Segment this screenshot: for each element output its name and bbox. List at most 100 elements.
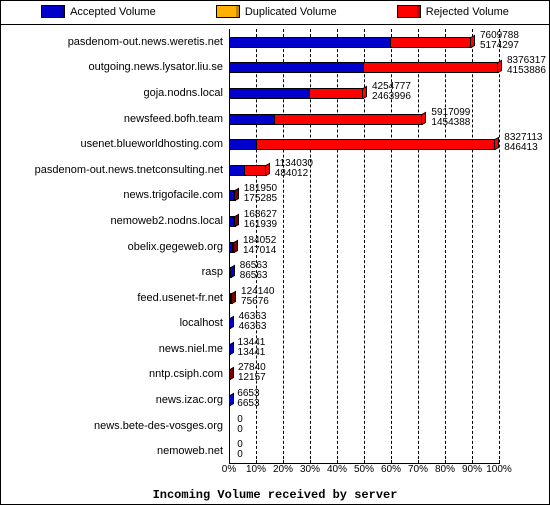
bar-cap — [498, 60, 502, 73]
value-bottom: 6653 — [237, 399, 259, 409]
bar-segment — [230, 89, 310, 98]
bar-segment — [230, 166, 245, 175]
xtick-label: 90% — [462, 464, 482, 475]
gridline — [418, 29, 419, 464]
server-label: pasdenom-out.news.weretis.net — [0, 36, 223, 48]
bar-cap — [266, 162, 270, 175]
x-axis-ticks: 0%10%20%30%40%50%60%70%80%90%100% — [229, 464, 499, 478]
bar-cap — [230, 316, 234, 329]
xtick-label: 0% — [222, 464, 236, 475]
xtick-label: 60% — [381, 464, 401, 475]
value-bottom: 0 — [237, 425, 243, 435]
gridline — [499, 29, 500, 464]
xtick-label: 40% — [327, 464, 347, 475]
server-label: feed.usenet-fr.net — [0, 292, 223, 304]
server-label: news.bete-des-vosges.org — [0, 420, 223, 432]
chart-title: Incoming Volume received by server — [1, 488, 549, 502]
server-label: nntp.csiph.com — [0, 368, 223, 380]
server-label: news.trigofacile.com — [0, 189, 223, 201]
bar-segment — [230, 140, 257, 149]
bar-cap — [235, 188, 239, 201]
server-label: nemoweb.net — [0, 445, 223, 457]
bar-cap — [231, 265, 235, 278]
value-bottom: 175285 — [244, 194, 277, 204]
xtick-label: 30% — [300, 464, 320, 475]
bar — [229, 37, 472, 48]
bar-segment — [245, 166, 265, 175]
server-label: pasdenom-out.news.tnetconsulting.net — [0, 164, 223, 176]
bar — [229, 190, 236, 201]
bar — [229, 421, 230, 432]
server-label: obelix.gegeweb.org — [0, 241, 223, 253]
plot-area: 7609788517429783763174153886425477724639… — [229, 29, 499, 464]
bar-cap — [232, 290, 236, 303]
bar-cap — [234, 239, 238, 252]
bar — [229, 216, 236, 227]
bar — [229, 139, 496, 150]
legend: Accepted Volume Duplicated Volume Rejected… — [1, 1, 549, 25]
value-bottom: 0 — [237, 450, 243, 460]
bar — [229, 267, 232, 278]
value-top: 184052 — [243, 236, 276, 246]
server-label: goja.nodns.local — [0, 87, 223, 99]
bar — [229, 293, 233, 304]
bar — [229, 114, 423, 125]
bar-cap — [422, 111, 426, 124]
legend-swatch — [397, 5, 421, 18]
value-bottom: 161939 — [244, 220, 277, 230]
bar — [229, 318, 231, 329]
legend-label: Duplicated Volume — [245, 6, 337, 18]
xtick-label: 70% — [408, 464, 428, 475]
bar-cap — [230, 393, 234, 406]
bar-cap — [230, 367, 234, 380]
bar — [229, 344, 231, 355]
bar-cap — [363, 86, 367, 99]
xtick-label: 80% — [435, 464, 455, 475]
bar-segment — [364, 63, 498, 72]
gridline — [445, 29, 446, 464]
bar — [229, 446, 230, 457]
y-axis-labels: pasdenom-out.news.weretis.net outgoing.ne… — [1, 29, 225, 464]
value-bottom: 5174297 — [480, 41, 519, 51]
value-bottom: 4153886 — [507, 66, 546, 76]
value-bottom: 75676 — [241, 297, 269, 307]
value-bottom: 13441 — [238, 348, 266, 358]
legend-swatch — [216, 5, 240, 18]
value-bottom: 147014 — [243, 246, 276, 256]
server-label: nemoweb2.nodns.local — [0, 215, 223, 227]
xtick-label: 50% — [354, 464, 374, 475]
value-bottom: 484012 — [275, 169, 308, 179]
value-bottom: 1454388 — [431, 118, 470, 128]
server-label: localhost — [0, 317, 223, 329]
bar-segment — [310, 89, 363, 98]
bar — [229, 242, 235, 253]
value-bottom: 46363 — [239, 322, 267, 332]
value-bottom: 12157 — [238, 373, 266, 383]
bar-segment — [230, 63, 364, 72]
bar — [229, 62, 499, 73]
bar-cap — [471, 34, 475, 47]
server-label: newsfeed.bofh.team — [0, 113, 223, 125]
bar-segment — [257, 140, 495, 149]
server-label: rasp — [0, 266, 223, 278]
legend-label: Rejected Volume — [426, 6, 509, 18]
chart-frame: Accepted Volume Duplicated Volume Rejected… — [0, 0, 550, 505]
xtick-label: 10% — [246, 464, 266, 475]
bar — [229, 88, 364, 99]
bar — [229, 369, 231, 380]
legend-item: Duplicated Volume — [216, 5, 337, 18]
legend-item: Rejected Volume — [397, 5, 509, 18]
legend-label: Accepted Volume — [70, 6, 156, 18]
bar-segment — [391, 38, 471, 47]
bar-cap — [230, 342, 234, 355]
value-bottom: 86563 — [240, 271, 268, 281]
legend-item: Accepted Volume — [41, 5, 156, 18]
bar-cap — [235, 214, 239, 227]
value-bottom: 846413 — [504, 143, 537, 153]
bar-segment — [230, 115, 275, 124]
xtick-label: 100% — [486, 464, 512, 475]
xtick-label: 20% — [273, 464, 293, 475]
server-label: outgoing.news.lysator.liu.se — [0, 61, 223, 73]
bar — [229, 165, 267, 176]
server-label: usenet.blueworldhosting.com — [0, 138, 223, 150]
